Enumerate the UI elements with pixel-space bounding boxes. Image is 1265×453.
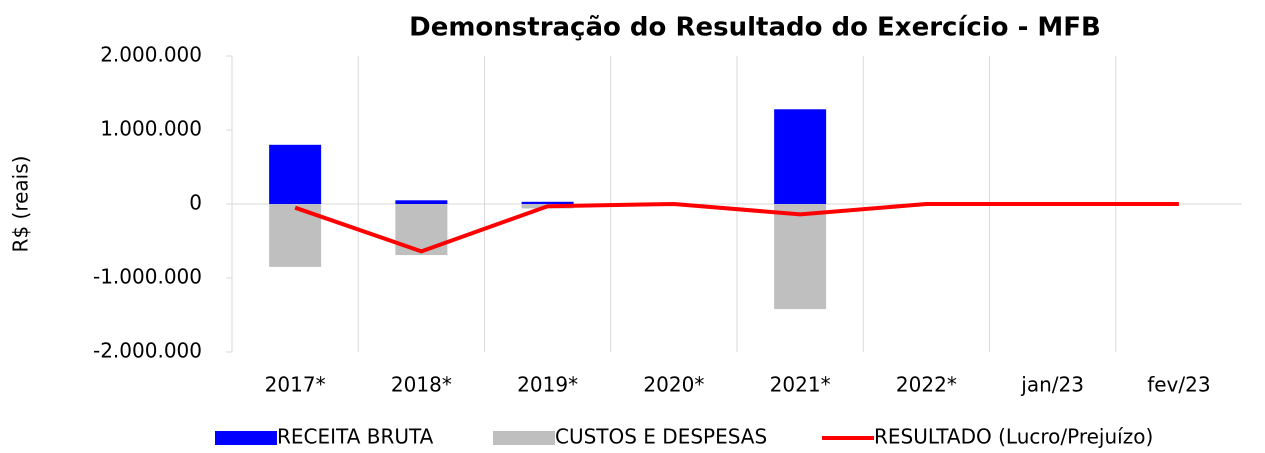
legend-label: RECEITA BRUTA <box>277 425 434 449</box>
x-tick-label: fev/23 <box>1147 373 1210 397</box>
x-tick-label: jan/23 <box>1020 373 1084 397</box>
bar <box>521 201 574 204</box>
legend-swatch <box>493 431 555 445</box>
chart-title: Demonstração do Resultado do Exercício -… <box>409 13 1101 43</box>
y-tick-label: -1.000.000 <box>93 265 202 289</box>
y-tick-label: 0 <box>189 191 202 215</box>
y-tick-label: 1.000.000 <box>100 117 202 141</box>
bar <box>269 144 322 204</box>
y-tick-label: 2.000.000 <box>100 43 202 67</box>
bar <box>395 204 448 256</box>
y-tick-label: -2.000.000 <box>93 339 202 363</box>
y-axis-label: R$ (reais) <box>9 156 33 253</box>
x-tick-label: 2018* <box>391 373 452 397</box>
bar <box>774 109 827 204</box>
x-tick-label: 2022* <box>896 373 957 397</box>
bar <box>774 204 827 310</box>
legend-label: CUSTOS E DESPESAS <box>555 425 767 449</box>
x-tick-label: 2019* <box>517 373 578 397</box>
x-tick-label: 2017* <box>265 373 326 397</box>
x-tick-label: 2021* <box>770 373 831 397</box>
legend-swatch <box>215 431 277 445</box>
legend-label: RESULTADO (Lucro/Prejuízo) <box>874 425 1153 449</box>
bar <box>395 200 448 204</box>
x-tick-label: 2020* <box>643 373 704 397</box>
line <box>294 202 1179 254</box>
